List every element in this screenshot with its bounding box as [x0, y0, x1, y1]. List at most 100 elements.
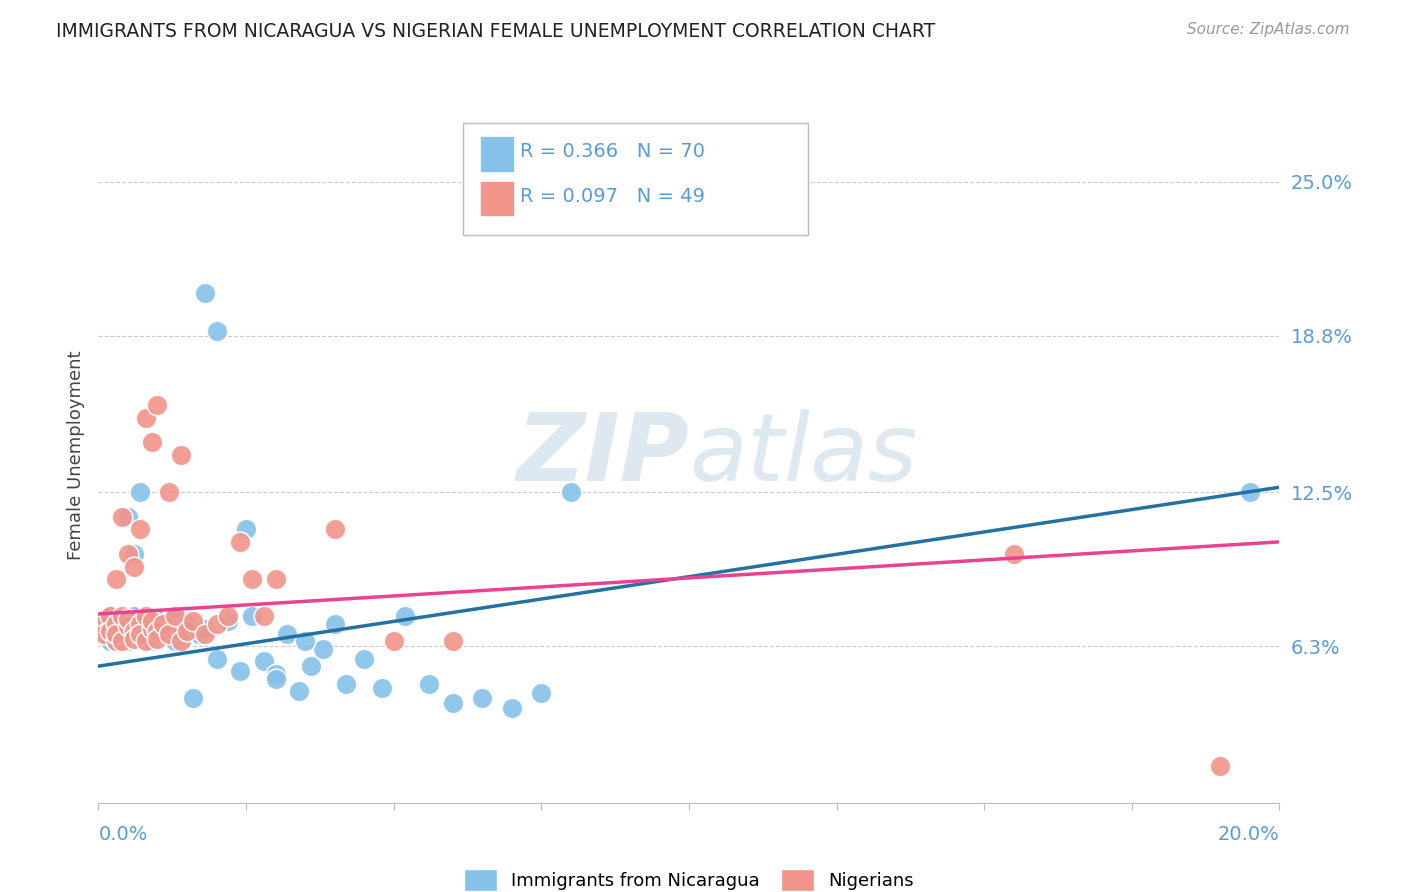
Point	[135, 634, 157, 648]
Point	[157, 627, 180, 641]
Point	[141, 616, 163, 631]
Point	[105, 627, 128, 641]
Point	[170, 634, 193, 648]
Point	[194, 286, 217, 301]
Point	[165, 634, 187, 648]
Point	[187, 627, 209, 641]
Point	[105, 612, 128, 626]
Point	[146, 624, 169, 639]
Point	[157, 485, 180, 500]
Point	[105, 634, 128, 648]
Point	[117, 634, 139, 648]
Point	[98, 609, 121, 624]
Point	[152, 627, 174, 641]
Point	[299, 659, 322, 673]
Legend: Immigrants from Nicaragua, Nigerians: Immigrants from Nicaragua, Nigerians	[464, 869, 914, 891]
Point	[152, 619, 174, 633]
Point	[122, 627, 145, 641]
Point	[93, 616, 115, 631]
Point	[105, 616, 128, 631]
Point	[229, 664, 252, 678]
Point	[205, 324, 228, 338]
Point	[217, 615, 239, 629]
Point	[122, 624, 145, 639]
Text: R = 0.097   N = 49: R = 0.097 N = 49	[520, 187, 704, 206]
Point	[141, 634, 163, 648]
Point	[135, 629, 157, 643]
Point	[122, 559, 145, 574]
Point	[264, 572, 287, 586]
Point	[294, 634, 316, 648]
Point	[111, 624, 134, 639]
Point	[560, 485, 582, 500]
Point	[105, 627, 128, 641]
Point	[181, 691, 204, 706]
Point	[217, 609, 239, 624]
Point	[371, 681, 394, 696]
Point	[117, 612, 139, 626]
Text: ZIP: ZIP	[516, 409, 689, 501]
Text: 0.0%: 0.0%	[98, 825, 148, 844]
Point	[146, 612, 169, 626]
Point	[111, 616, 134, 631]
Point	[530, 686, 553, 700]
Point	[111, 609, 134, 624]
Y-axis label: Female Unemployment: Female Unemployment	[66, 351, 84, 559]
Point	[128, 627, 150, 641]
Point	[141, 435, 163, 450]
Point	[128, 523, 150, 537]
Point	[93, 616, 115, 631]
Point	[117, 619, 139, 633]
Point	[122, 622, 145, 636]
Point	[111, 510, 134, 524]
Text: Source: ZipAtlas.com: Source: ZipAtlas.com	[1187, 22, 1350, 37]
Point	[93, 627, 115, 641]
Point	[276, 627, 298, 641]
Point	[157, 629, 180, 643]
Point	[264, 666, 287, 681]
Point	[128, 632, 150, 646]
Point	[382, 634, 405, 648]
Point	[98, 609, 121, 624]
Point	[111, 634, 134, 648]
Point	[288, 684, 311, 698]
Point	[165, 609, 187, 624]
Text: R = 0.366   N = 70: R = 0.366 N = 70	[520, 143, 704, 161]
Point	[170, 448, 193, 462]
Point	[146, 624, 169, 639]
Point	[353, 651, 375, 665]
Point	[128, 627, 150, 641]
Point	[253, 609, 276, 624]
Point	[117, 619, 139, 633]
Point	[176, 624, 198, 639]
Point	[176, 616, 198, 631]
Text: atlas: atlas	[689, 409, 917, 500]
Point	[146, 632, 169, 646]
Point	[117, 510, 139, 524]
Point	[240, 572, 263, 586]
Point	[1209, 758, 1232, 772]
Point	[117, 547, 139, 561]
Point	[205, 616, 228, 631]
Point	[240, 609, 263, 624]
Point	[1239, 485, 1261, 500]
Point	[146, 398, 169, 412]
Point	[135, 615, 157, 629]
Point	[141, 622, 163, 636]
Point	[165, 609, 187, 624]
Point	[312, 641, 335, 656]
Point	[152, 616, 174, 631]
Point	[264, 672, 287, 686]
Point	[471, 691, 494, 706]
Point	[229, 535, 252, 549]
Point	[93, 627, 115, 641]
Point	[394, 609, 416, 624]
Point	[98, 634, 121, 648]
Point	[1002, 547, 1025, 561]
Point	[135, 609, 157, 624]
Point	[501, 701, 523, 715]
Point	[105, 572, 128, 586]
Point	[98, 622, 121, 636]
Point	[117, 615, 139, 629]
Point	[157, 615, 180, 629]
